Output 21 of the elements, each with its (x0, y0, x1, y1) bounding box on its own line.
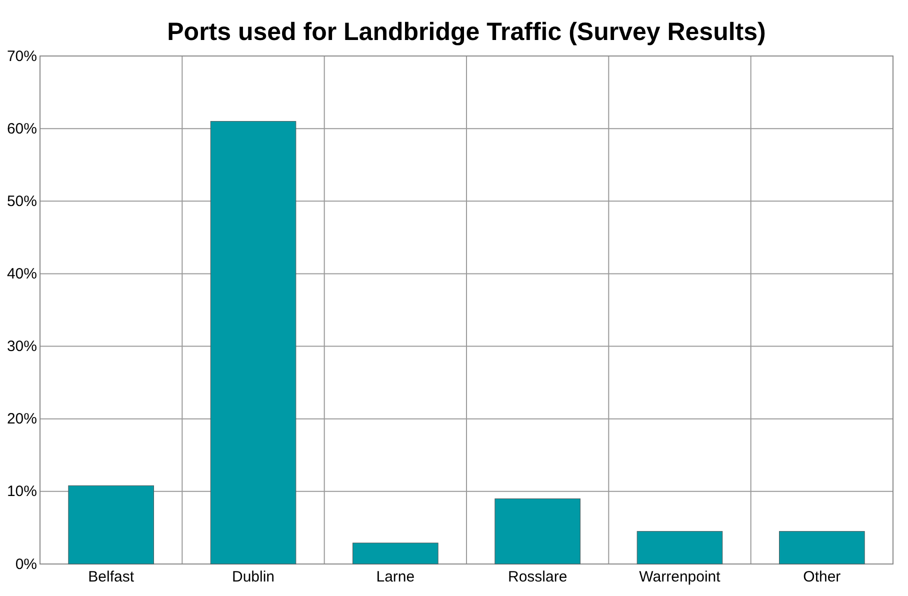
x-tick-label: Larne (376, 568, 415, 586)
y-tick-label: 30% (6, 338, 37, 356)
bar (68, 485, 154, 564)
x-tick-label: Other (803, 568, 841, 586)
bar (352, 542, 438, 564)
y-tick-label: 70% (6, 48, 37, 65)
y-tick-label: 10% (6, 483, 37, 500)
x-tick-label: Belfast (88, 568, 135, 586)
bar (636, 531, 723, 564)
chart-title: Ports used for Landbridge Traffic (Survey Results) (167, 18, 766, 46)
bar (779, 531, 865, 564)
x-tick-label: Rosslare (508, 568, 568, 586)
y-tick-label: 20% (6, 410, 37, 428)
y-tick-label: 50% (6, 192, 37, 210)
y-tick-label: 40% (6, 266, 37, 283)
y-tick-label: 0% (15, 556, 37, 573)
x-tick-label: Dublin (232, 568, 275, 586)
bar (210, 121, 296, 564)
bar (494, 498, 580, 564)
x-tick-label: Warrenpoint (639, 568, 722, 586)
y-tick-label: 60% (6, 120, 37, 138)
